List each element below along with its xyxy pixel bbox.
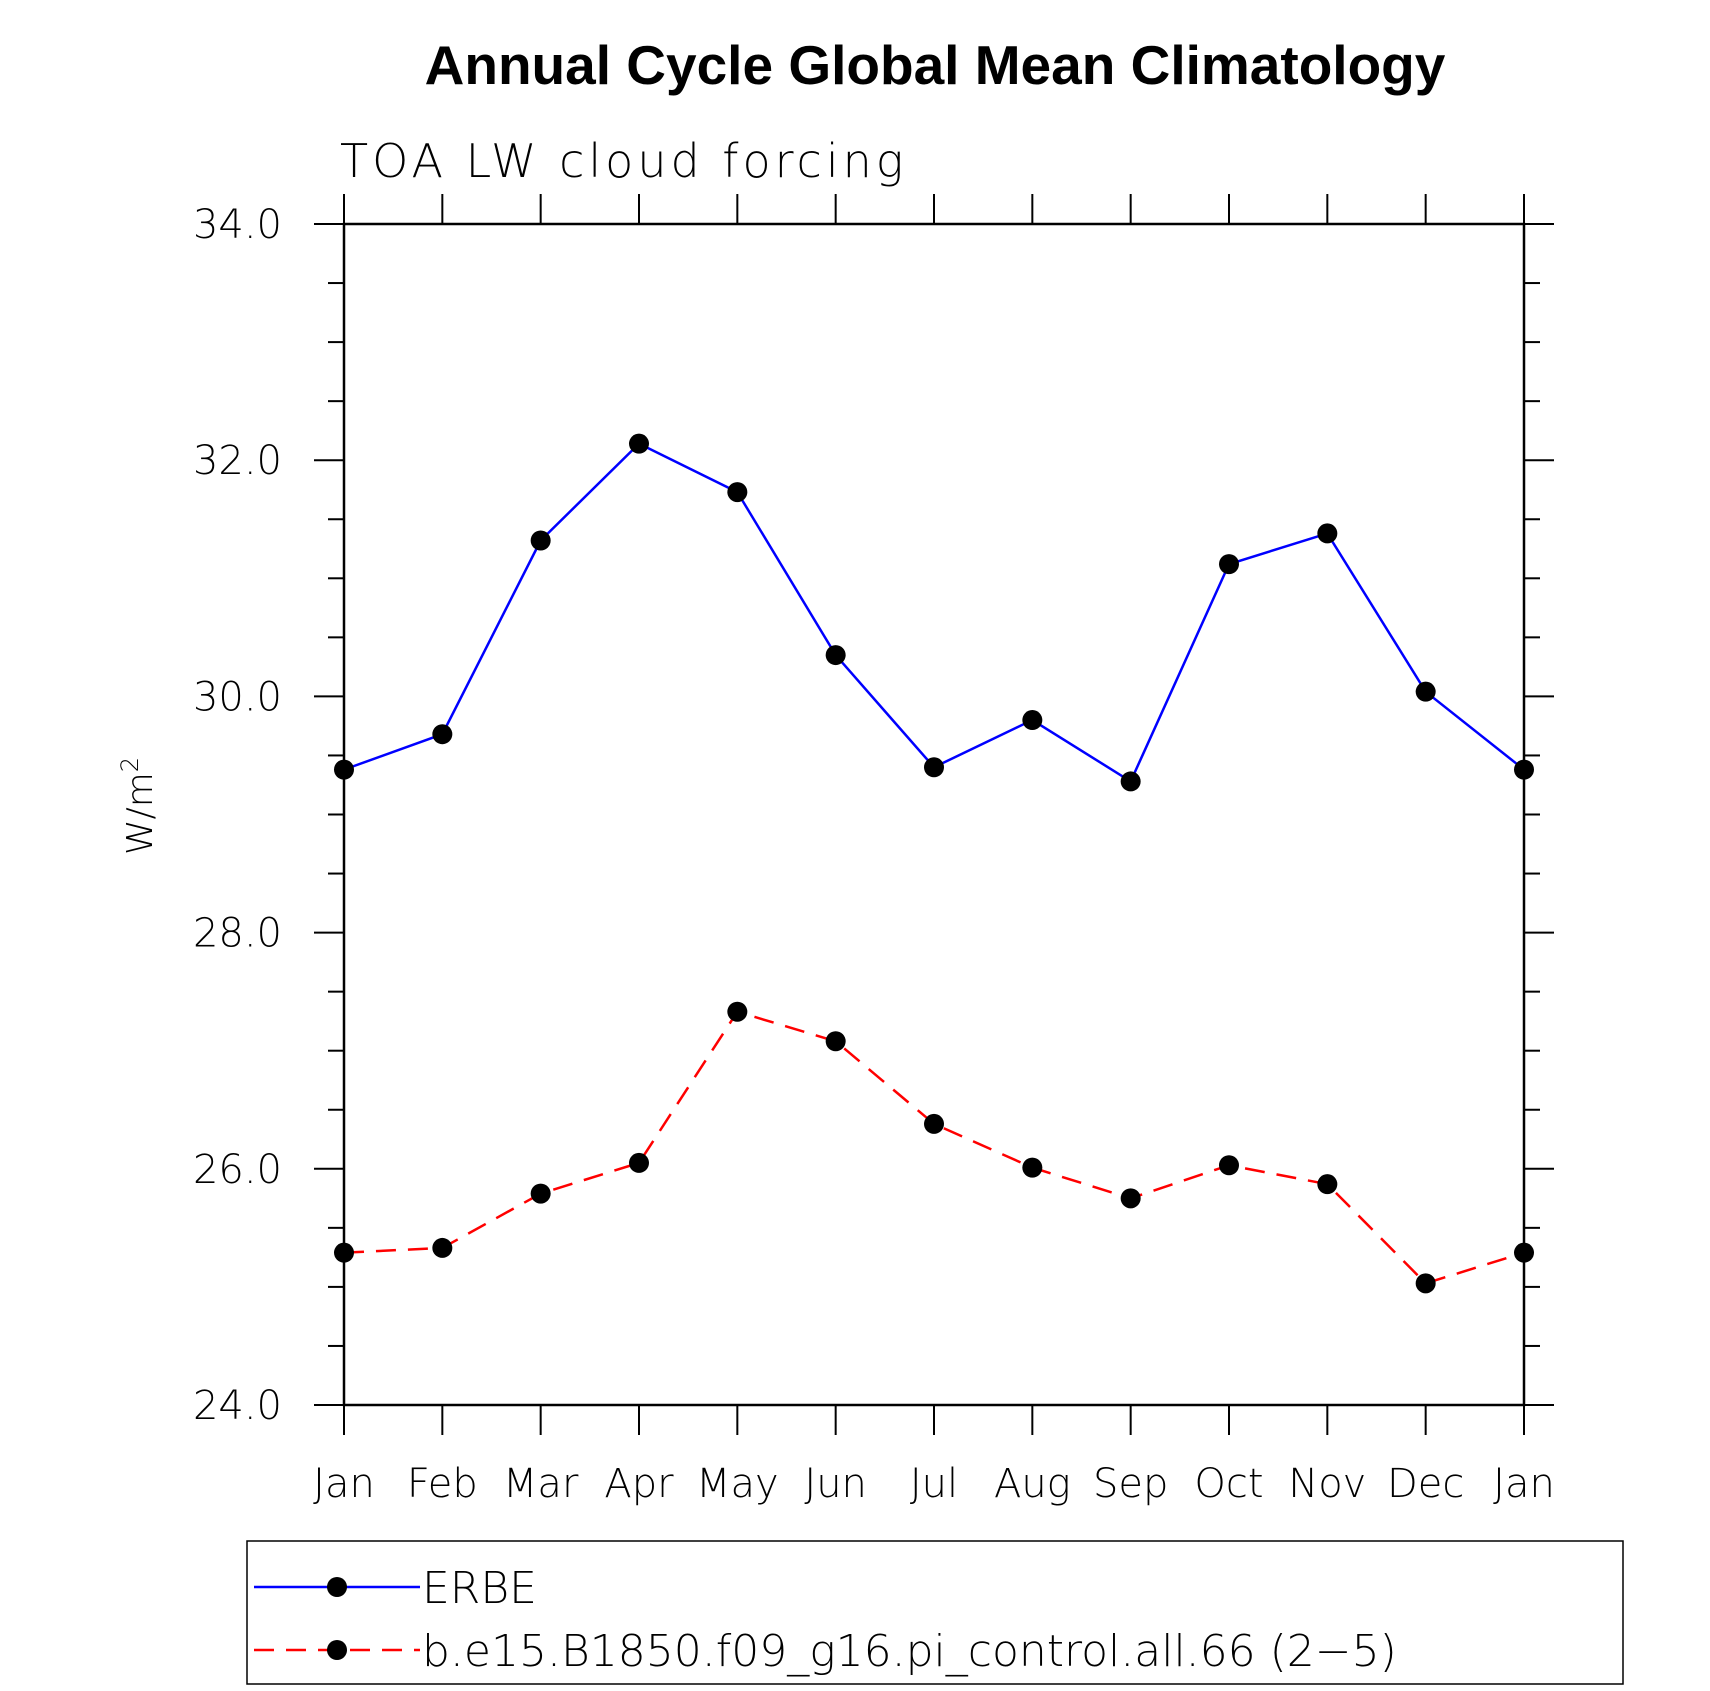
series-layer xyxy=(334,433,1534,1294)
x-tick-label: Apr xyxy=(604,1461,674,1507)
y-tick-label: 32.0 xyxy=(193,438,282,484)
legend-box xyxy=(246,1540,1624,1685)
data-point xyxy=(530,530,551,551)
data-point xyxy=(825,645,846,666)
series-0 xyxy=(334,433,1534,792)
data-point xyxy=(432,1237,453,1258)
data-point xyxy=(825,1031,846,1052)
data-point xyxy=(924,1113,944,1134)
legend: ERBE b.e15.B1850.f09_g16.pi_control.all.… xyxy=(246,1540,1624,1685)
plot-frame xyxy=(342,222,1526,1407)
x-axis-ticks: Jan Feb Mar Apr May Jun Jul Aug Sep Oct Nov Dec Jan xyxy=(313,194,1555,1507)
y-tick-label: 30.0 xyxy=(193,674,282,720)
x-tick-label: Nov xyxy=(1288,1461,1366,1507)
data-point xyxy=(1219,1155,1239,1176)
x-tick-label: Jul xyxy=(910,1461,958,1507)
data-point xyxy=(334,1242,354,1263)
data-point xyxy=(924,757,944,778)
data-point xyxy=(334,759,354,780)
x-tick-label: May xyxy=(696,1461,779,1507)
data-point xyxy=(1415,1273,1436,1294)
data-point xyxy=(1514,759,1534,780)
data-point xyxy=(1514,1242,1534,1263)
data-point xyxy=(432,724,453,745)
y-axis-label-superscript: 2 xyxy=(116,757,144,772)
data-point xyxy=(629,1152,649,1173)
data-point xyxy=(1120,771,1141,792)
data-point xyxy=(629,433,649,454)
y-axis-label-base: W/m xyxy=(120,772,161,855)
data-point xyxy=(1317,523,1338,544)
plot-border xyxy=(342,222,1526,1407)
series-line xyxy=(343,1010,1525,1285)
series-1 xyxy=(334,1001,1534,1294)
x-tick-label: Dec xyxy=(1387,1461,1464,1507)
data-point xyxy=(1219,554,1239,575)
data-point xyxy=(1120,1188,1141,1209)
data-point xyxy=(530,1183,551,1204)
legend-marker-model xyxy=(327,1640,347,1660)
y-tick-label: 28.0 xyxy=(193,911,282,957)
chart-title: Annual Cycle Global Mean Climatology xyxy=(425,34,1446,96)
x-tick-label: Oct xyxy=(1194,1461,1263,1507)
x-tick-label: Jan xyxy=(313,1461,375,1507)
x-tick-label: Mar xyxy=(503,1461,579,1507)
data-point xyxy=(1022,710,1043,731)
svg-text:W/m2: W/m2 xyxy=(116,757,161,855)
data-point xyxy=(727,1001,748,1022)
data-point xyxy=(727,482,748,503)
legend-label-erbe: ERBE xyxy=(422,1563,537,1614)
x-tick-label: Aug xyxy=(994,1461,1071,1507)
legend-label-model: b.e15.B1850.f09_g16.pi_control.all.66 (2… xyxy=(422,1626,1397,1677)
x-tick-label: Feb xyxy=(407,1461,478,1507)
y-tick-label: 24.0 xyxy=(193,1383,282,1429)
x-tick-label: Jan xyxy=(1493,1461,1555,1507)
y-tick-label: 34.0 xyxy=(193,202,282,248)
legend-marker-erbe xyxy=(327,1577,347,1597)
x-tick-label: Jun xyxy=(804,1461,867,1507)
data-point xyxy=(1415,681,1436,702)
y-tick-label: 26.0 xyxy=(193,1147,282,1193)
series-line xyxy=(343,442,1525,784)
y-axis-ticks: 24.0 26.0 28.0 30.0 32.0 34.0 xyxy=(193,202,1554,1429)
chart-subtitle: TOA LW cloud forcing xyxy=(340,134,907,188)
data-point xyxy=(1317,1174,1338,1195)
y-axis-label: W/m2 xyxy=(116,757,161,855)
x-tick-label: Sep xyxy=(1093,1461,1168,1507)
data-point xyxy=(1022,1157,1043,1178)
